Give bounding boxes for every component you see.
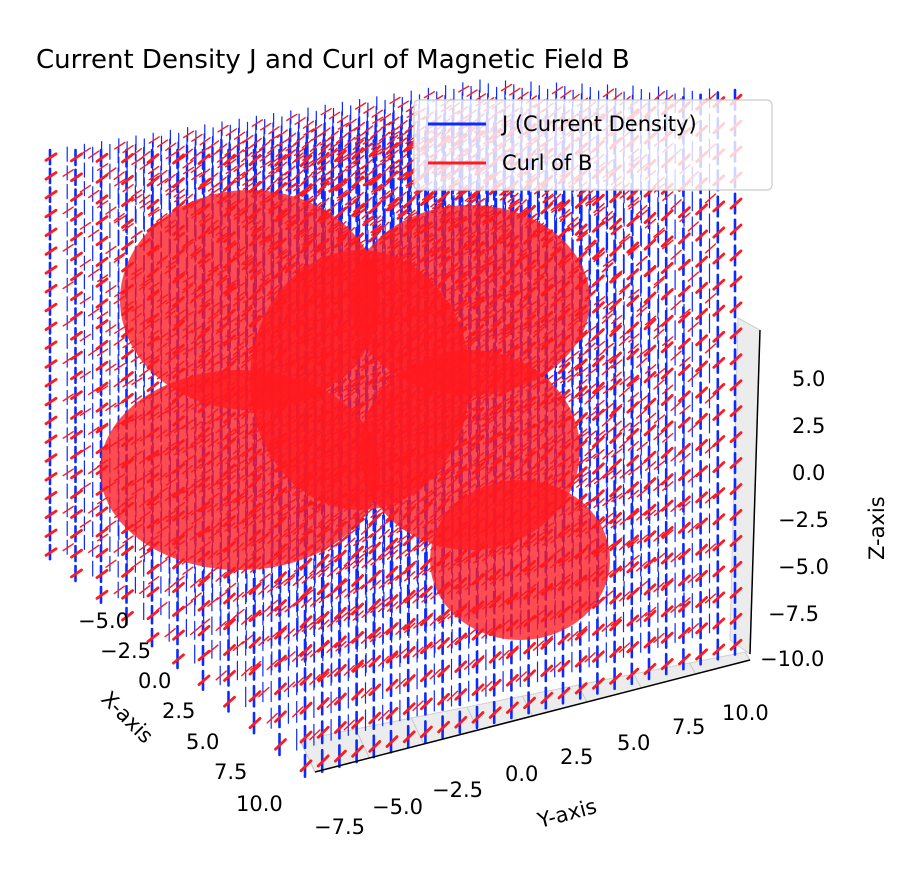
- floor-gridline: [355, 728, 370, 759]
- floor-gridline: [410, 717, 425, 745]
- floor-gridline: [299, 739, 316, 773]
- chart-title: Current Density J and Curl of Magnetic F…: [36, 45, 630, 75]
- floor-gridline: [633, 673, 642, 689]
- floor-gridline: [688, 662, 697, 675]
- floor-gridline: [744, 651, 751, 661]
